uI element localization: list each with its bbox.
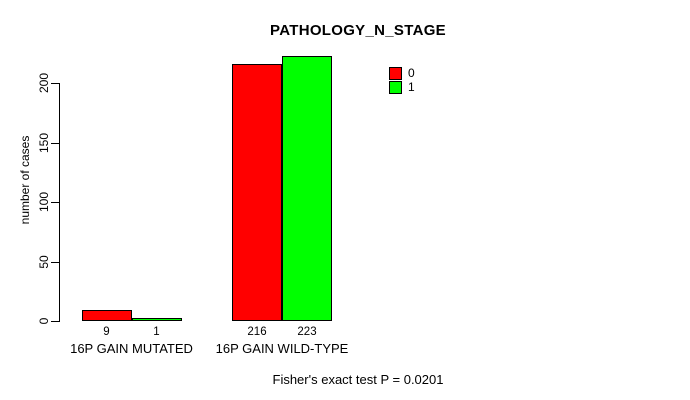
x-axis-category-label: 16P GAIN MUTATED: [70, 341, 193, 356]
y-axis-tick-label: 100: [37, 191, 51, 213]
y-axis-tick-label: 200: [37, 72, 51, 94]
bar-series-1: [282, 55, 332, 321]
y-axis-tick: [51, 83, 59, 84]
x-axis-category-label: 16P GAIN WILD-TYPE: [215, 341, 349, 356]
legend-swatch-icon: [389, 80, 402, 94]
bar-series-0: [232, 63, 282, 321]
y-axis-tick: [51, 261, 59, 263]
legend-item-1: 1: [389, 80, 415, 94]
bar-value-label: 9: [103, 326, 110, 338]
legend-item-0: 0: [389, 66, 415, 80]
chart-title: PATHOLOGY_N_STAGE: [270, 22, 446, 39]
y-axis-tick-label: 150: [37, 132, 51, 153]
y-axis-tick: [51, 142, 59, 144]
y-axis-tick: [51, 202, 59, 203]
legend-label: 1: [408, 80, 415, 94]
stat-annotation: Fisher's exact test P = 0.0201: [272, 372, 444, 387]
bar-value-label: 223: [297, 326, 317, 338]
bar-value-label: 1: [153, 326, 160, 338]
legend-label: 0: [408, 66, 415, 80]
y-axis-line: [59, 83, 60, 322]
y-axis-tick-label: 50: [37, 254, 51, 269]
legend-swatch-icon: [389, 66, 402, 80]
y-axis-tick: [51, 321, 59, 322]
y-axis-tick-label: 0: [37, 317, 51, 325]
bar-value-label: 216: [247, 326, 267, 338]
bar-series-1: [131, 318, 182, 321]
bar-series-0: [81, 310, 132, 321]
